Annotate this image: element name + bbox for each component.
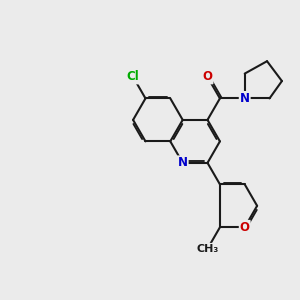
Text: Cl: Cl (127, 70, 140, 83)
Text: CH₃: CH₃ (196, 244, 219, 254)
Text: N: N (240, 92, 250, 105)
Text: O: O (202, 70, 212, 83)
Text: O: O (240, 221, 250, 234)
Text: N: N (178, 156, 188, 170)
